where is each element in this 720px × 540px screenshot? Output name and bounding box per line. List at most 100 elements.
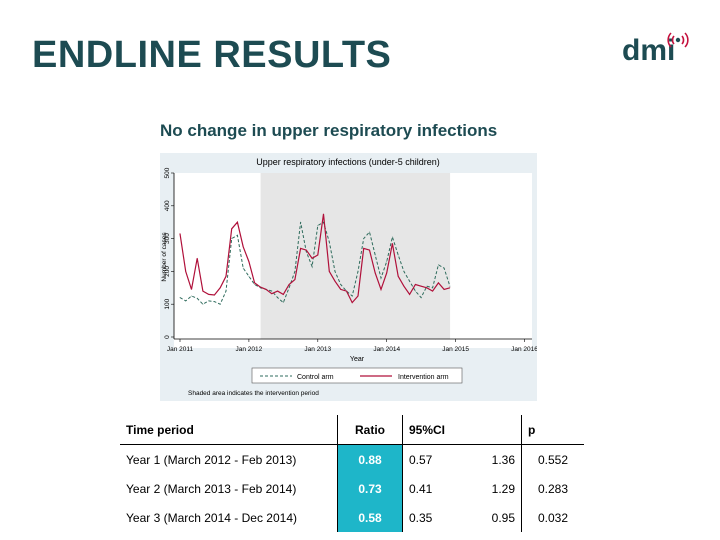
row-ratio: 0.88	[337, 444, 403, 474]
table-header-row: Time period Ratio 95%CI p	[120, 415, 584, 445]
y-axis-label: Number of cases	[161, 232, 168, 282]
row-ci-high: 1.29	[461, 474, 522, 503]
row-period: Year 1 (March 2012 - Feb 2013)	[126, 452, 297, 467]
series-line-control	[179, 221, 451, 305]
header-ratio: Ratio	[337, 415, 403, 445]
data-point-intervention	[225, 275, 227, 277]
data-point-intervention	[300, 248, 301, 249]
data-point-intervention	[185, 271, 187, 272]
data-point-intervention	[271, 293, 273, 295]
data-point-control	[185, 300, 187, 302]
data-point-control	[288, 287, 290, 289]
data-point-intervention	[288, 284, 290, 285]
data-point-control	[403, 271, 405, 272]
data-point-intervention	[328, 271, 330, 272]
data-point-control	[196, 297, 198, 299]
data-point-intervention	[392, 243, 393, 244]
data-point-control	[260, 287, 261, 289]
row-period: Year 3 (March 2014 - Dec 2014)	[126, 510, 297, 525]
data-point-control	[219, 303, 221, 305]
data-point-intervention	[179, 233, 181, 235]
legend-intervention-label: Intervention arm	[398, 374, 449, 381]
data-point-control	[237, 234, 238, 236]
x-tick-label: Jan 2015	[442, 346, 469, 353]
data-point-control	[415, 290, 416, 292]
data-point-intervention	[260, 286, 261, 288]
table-row: Year 1 (March 2012 - Feb 2013) 0.88 0.57…	[120, 444, 584, 474]
table-row: Year 2 (March 2013 - Feb 2014) 0.73 0.41…	[120, 474, 584, 503]
data-point-control	[214, 301, 215, 302]
data-point-control	[363, 238, 365, 239]
data-point-control	[374, 254, 376, 256]
data-point-intervention	[369, 249, 370, 251]
data-point-intervention	[231, 228, 233, 230]
row-p: 0.283	[537, 481, 569, 496]
x-tick-label: Jan 2012	[236, 346, 263, 353]
chart-title: Upper respiratory infections (under-5 ch…	[256, 157, 440, 167]
data-point-intervention	[346, 290, 347, 292]
data-point-intervention	[403, 285, 405, 287]
data-point-control	[420, 297, 422, 298]
data-point-control	[282, 302, 284, 303]
table-row: Year 3 (March 2014 - Dec 2014) 0.58 0.35…	[120, 503, 584, 532]
data-point-intervention	[248, 261, 250, 262]
y-tick-label: 400	[164, 200, 171, 211]
data-point-intervention	[214, 294, 215, 296]
data-point-control	[380, 277, 382, 279]
data-point-intervention	[432, 290, 433, 292]
data-point-intervention	[277, 290, 278, 292]
data-point-control	[334, 271, 336, 272]
x-tick-label: Jan 2011	[167, 346, 194, 353]
data-point-intervention	[438, 282, 439, 284]
data-point-intervention	[420, 285, 422, 287]
results-table: Time period Ratio 95%CI p Year 1 (March …	[120, 415, 584, 532]
data-point-control	[202, 303, 204, 305]
data-point-control	[305, 251, 307, 253]
data-point-control	[357, 271, 359, 272]
row-ci-low: 0.57	[409, 452, 433, 467]
data-point-control	[294, 271, 296, 272]
header-p: p	[521, 415, 584, 445]
data-point-control	[179, 297, 181, 298]
data-point-control	[225, 290, 227, 292]
row-ratio: 0.58	[337, 503, 403, 532]
data-point-control	[443, 267, 445, 269]
data-point-intervention	[254, 282, 255, 284]
row-p: 0.032	[537, 510, 569, 525]
page-title: ENDLINE RESULTS	[32, 34, 392, 76]
data-point-control	[351, 295, 353, 297]
data-point-intervention	[380, 289, 382, 290]
data-point-control	[328, 241, 330, 243]
data-point-intervention	[219, 287, 221, 289]
data-point-intervention	[202, 290, 204, 292]
data-point-control	[231, 238, 233, 239]
data-point-control	[311, 266, 313, 267]
data-point-control	[323, 221, 324, 223]
y-tick-label: 500	[164, 167, 171, 178]
data-point-intervention	[363, 248, 365, 249]
row-ci-low: 0.41	[409, 481, 433, 496]
data-point-control	[438, 264, 439, 266]
row-ci-high: 1.36	[461, 444, 522, 474]
data-point-intervention	[386, 272, 388, 274]
intervention-shade	[260, 173, 451, 339]
data-point-intervention	[311, 257, 313, 259]
data-point-intervention	[426, 287, 428, 289]
series-line-intervention	[179, 213, 451, 304]
data-point-intervention	[351, 302, 353, 303]
chart-note: Shaded area indicates the intervention p…	[188, 390, 319, 397]
x-tick-label: Jan 2014	[373, 346, 400, 353]
data-point-intervention	[340, 289, 342, 290]
header-ci: 95%CI	[402, 415, 522, 445]
data-point-intervention	[357, 295, 359, 297]
data-point-intervention	[294, 279, 296, 280]
row-ratio: 0.73	[337, 474, 403, 503]
y-tick-label: 300	[164, 233, 171, 244]
data-point-control	[392, 236, 393, 238]
data-point-intervention	[191, 289, 192, 290]
row-p: 0.552	[537, 452, 569, 467]
legend-control-label: Control arm	[297, 374, 334, 381]
data-point-intervention	[374, 272, 376, 274]
data-point-control	[242, 267, 244, 269]
data-point-intervention	[282, 294, 284, 295]
